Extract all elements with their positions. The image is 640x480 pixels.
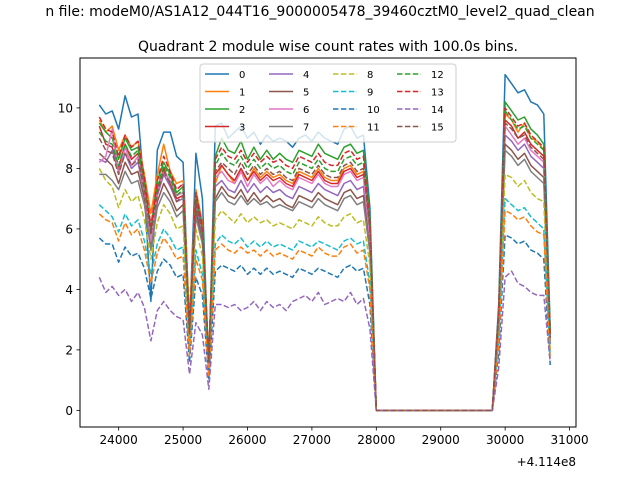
x-tick-label: 24000: [100, 433, 138, 447]
x-axis: 24000 25000 26000 27000 28000 29000 30000 31000: [100, 427, 589, 447]
y-tick-label: 6: [65, 222, 73, 236]
legend-label-0: 0: [239, 70, 245, 81]
x-offset-label: +4.114e8: [517, 455, 576, 469]
y-tick-label: 10: [58, 101, 73, 115]
y-tick-label: 0: [65, 404, 73, 418]
y-tick-label: 8: [65, 162, 73, 176]
chart-title: Quadrant 2 module wise count rates with …: [138, 39, 518, 55]
series-line-11: [98, 209, 551, 412]
legend-label-9: 9: [367, 88, 373, 99]
y-axis: 0 2 4 6 8 10: [58, 101, 80, 418]
x-tick-label: 27000: [293, 433, 331, 447]
series-line-14: [98, 270, 551, 412]
legend-box: [199, 63, 457, 143]
x-tick-label: 31000: [550, 433, 588, 447]
legend-label-12: 12: [431, 70, 444, 81]
x-tick-label: 29000: [422, 433, 460, 447]
y-tick-label: 4: [65, 283, 73, 297]
series-layer: [98, 73, 551, 412]
legend-label-14: 14: [431, 105, 444, 116]
y-tick-label: 2: [65, 343, 73, 357]
legend-label-4: 4: [303, 70, 309, 81]
legend-label-10: 10: [367, 105, 380, 116]
x-tick-label: 28000: [357, 433, 395, 447]
legend-label-13: 13: [431, 88, 444, 99]
series-line-10: [98, 234, 551, 412]
x-tick-label: 26000: [228, 433, 266, 447]
series-line-15: [98, 122, 551, 412]
plot-frame: [79, 57, 577, 428]
legend-label-1: 1: [239, 88, 245, 99]
legend-label-15: 15: [431, 123, 444, 134]
x-tick-label: 25000: [164, 433, 202, 447]
series-line-13: [98, 107, 551, 412]
figure-suptitle: n file: modeM0/AS1A12_044T16_9000005478_…: [45, 4, 594, 20]
legend-label-5: 5: [303, 88, 309, 99]
legend-label-11: 11: [367, 123, 380, 134]
legend-label-6: 6: [303, 105, 309, 116]
legend-label-2: 2: [239, 105, 245, 116]
legend-label-3: 3: [239, 123, 245, 134]
legend-label-7: 7: [303, 123, 309, 134]
x-tick-label: 30000: [486, 433, 524, 447]
legend-label-8: 8: [367, 70, 373, 81]
